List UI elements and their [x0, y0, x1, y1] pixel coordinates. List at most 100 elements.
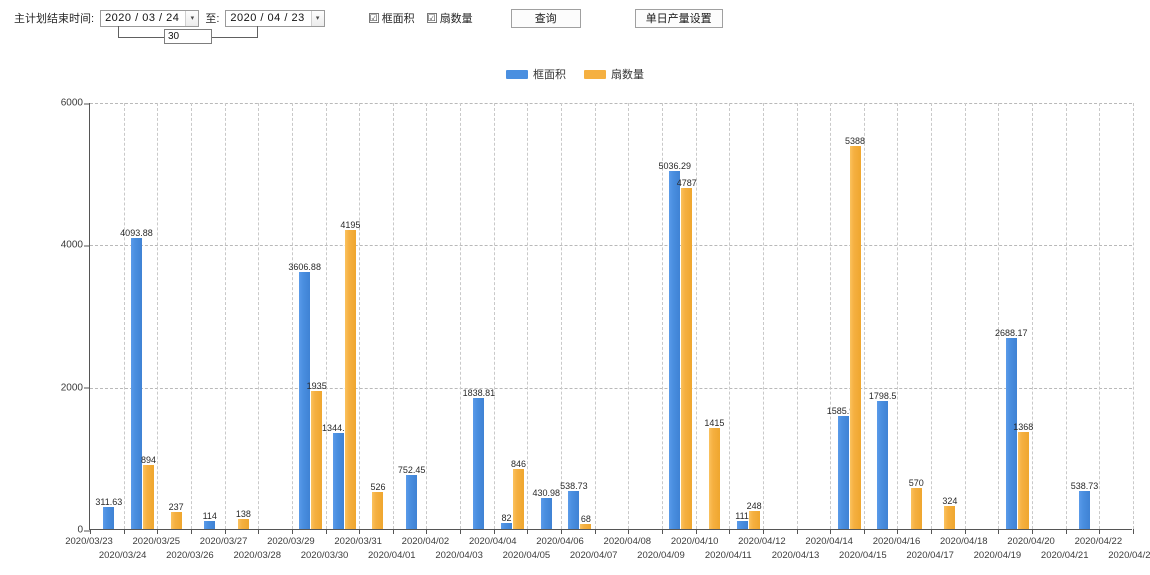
x-gridline	[291, 103, 293, 529]
daily-output-settings-button[interactable]: 单日产量设置	[634, 8, 723, 28]
checkbox-icon[interactable]: ☑	[426, 12, 437, 23]
bar-框面积-2020/03/30[interactable]	[332, 433, 344, 529]
x-gridline	[661, 103, 663, 529]
x-gridline	[830, 103, 832, 529]
bar-value-label: 846	[511, 458, 527, 469]
bar-框面积-2020/04/15[interactable]	[877, 401, 889, 529]
bar-扇数量-2020/04/06[interactable]	[580, 524, 592, 529]
bar-扇数量-2020/04/09[interactable]	[681, 188, 693, 529]
x-axis-tick	[594, 529, 596, 534]
x-axis-tick	[863, 529, 865, 534]
bar-框面积-2020/04/04[interactable]	[501, 523, 513, 529]
bar-扇数量-2020/04/11[interactable]	[748, 511, 760, 529]
date-to-value: 2020 / 04 / 23	[230, 12, 305, 24]
bar-框面积-2020/04/09[interactable]	[669, 170, 681, 529]
bar-框面积-2020/04/03[interactable]	[473, 398, 485, 529]
bar-框面积-2020/04/05[interactable]	[540, 498, 552, 529]
bar-框面积-2020/03/24[interactable]	[130, 237, 142, 529]
bar-扇数量-2020/04/17[interactable]	[944, 505, 956, 529]
bar-扇数量-2020/03/27[interactable]	[237, 519, 249, 529]
x-axis-tick	[931, 529, 933, 534]
date-from-value: 2020 / 03 / 24	[105, 12, 180, 24]
x-axis-label: 2020/03/31	[334, 536, 382, 547]
x-gridline	[964, 103, 966, 529]
bar-value-label: 526	[370, 481, 386, 492]
bar-扇数量-2020/03/29[interactable]	[311, 391, 323, 529]
bar-value-label: 538.73	[1070, 480, 1099, 491]
bracket-left-arm	[118, 26, 119, 38]
legend-swatch-icon	[506, 69, 528, 79]
bar-value-label: 1798.5	[868, 391, 897, 401]
x-gridline	[325, 103, 327, 529]
date-from-input[interactable]: 2020 / 03 / 24 ▾	[100, 9, 200, 27]
filter-toolbar: 主计划结束时间: 2020 / 03 / 24 ▾ 至: 2020 / 04 /…	[0, 0, 1150, 36]
date-span-bracket: 30	[118, 26, 258, 46]
x-axis-tick	[561, 529, 563, 534]
bar-框面积-2020/04/01[interactable]	[406, 475, 418, 529]
bar-扇数量-2020/04/04[interactable]	[513, 468, 525, 529]
x-axis-label: 2020/04/11	[704, 550, 752, 561]
bar-框面积-2020/04/19[interactable]	[1005, 337, 1017, 529]
x-axis-label: 2020/04/01	[368, 550, 416, 561]
x-gridline	[1032, 103, 1034, 529]
bar-框面积-2020/04/21[interactable]	[1079, 490, 1091, 529]
x-axis-tick	[1133, 529, 1134, 534]
x-axis-label: 2020/03/24	[98, 550, 147, 561]
bar-扇数量-2020/03/25[interactable]	[170, 512, 182, 529]
legend-item-2[interactable]: 扇数量	[584, 66, 644, 82]
legend-item-1[interactable]: 框面积	[506, 66, 566, 82]
x-axis-tick	[527, 529, 529, 534]
bar-扇数量-2020/04/10[interactable]	[708, 428, 720, 529]
x-axis-label: 2020/04/20	[1007, 536, 1055, 547]
plot-area: 0 2000 4000 6000 311.63 4093.88 894 237 114 138 36…	[61, 98, 1134, 536]
chevron-down-icon[interactable]: ▾	[310, 10, 324, 26]
date-range-to-label: 至:	[205, 13, 220, 25]
x-axis-label: 2020/04/10	[670, 536, 719, 547]
x-axis-label: 2020/03/23	[65, 536, 113, 547]
checkbox-sash-quantity[interactable]: ☑ 扇数量	[426, 10, 473, 26]
bar-value-label: 4093.88	[120, 227, 153, 238]
bar-框面积-2020/03/26[interactable]	[204, 520, 216, 529]
bar-框面积-2020/03/29[interactable]	[299, 272, 311, 529]
query-button[interactable]: 查询	[510, 8, 581, 28]
x-axis-label: 2020/04/05	[502, 550, 551, 561]
bar-框面积-2020/04/11[interactable]	[736, 521, 748, 529]
bracket-right-arm	[257, 26, 258, 38]
checkbox-frame-area[interactable]: ☑ 框面积	[368, 10, 415, 26]
date-to-input[interactable]: 2020 / 04 / 23 ▾	[225, 9, 325, 27]
x-axis-label: 2020/04/02	[401, 536, 450, 547]
x-axis-label: 2020/04/17	[906, 550, 954, 561]
bar-扇数量-2020/04/19[interactable]	[1017, 431, 1029, 529]
bar-框面积-2020/04/06[interactable]	[568, 490, 580, 529]
bar-框面积-2020/04/14[interactable]	[837, 416, 849, 529]
x-gridline	[998, 103, 1000, 529]
x-axis-tick	[325, 529, 327, 534]
bar-value-label: 4195	[340, 220, 361, 231]
bar-扇数量-2020/03/31[interactable]	[372, 491, 384, 529]
bar-扇数量-2020/03/30[interactable]	[344, 230, 356, 529]
bar-value-label: 68	[580, 514, 591, 525]
bar-value-label: 1415	[704, 418, 725, 429]
bar-扇数量-2020/03/24[interactable]	[142, 465, 154, 529]
checkbox-icon[interactable]: ☑	[368, 12, 379, 23]
x-axis-label: 2020/03/28	[233, 550, 281, 561]
x-axis-label: 2020/04/06	[536, 536, 584, 547]
bar-扇数量-2020/04/14[interactable]	[849, 145, 861, 529]
x-gridline	[527, 103, 529, 529]
bar-扇数量-2020/04/16[interactable]	[910, 488, 922, 529]
chevron-down-icon[interactable]: ▾	[185, 10, 199, 26]
x-axis-tick	[291, 529, 293, 534]
x-axis-label: 2020/04/04	[468, 536, 517, 547]
bar-value-label: 538.73	[560, 480, 588, 491]
x-gridline	[762, 103, 764, 529]
bar-框面积-2020/03/23[interactable]	[103, 506, 115, 529]
bar-value-label: 1585.96	[826, 406, 860, 417]
date-span-days-input[interactable]: 30	[164, 29, 212, 44]
x-axis-label: 2020/04/19	[973, 550, 1022, 561]
bar-value-label: 1368	[1013, 421, 1034, 432]
x-axis-label: 2020/04/13	[771, 550, 820, 561]
x-axis-label: 2020/04/09	[637, 550, 685, 561]
x-gridline	[190, 103, 192, 529]
bar-value-label: 752.45	[397, 465, 426, 476]
x-gridline	[359, 103, 361, 529]
